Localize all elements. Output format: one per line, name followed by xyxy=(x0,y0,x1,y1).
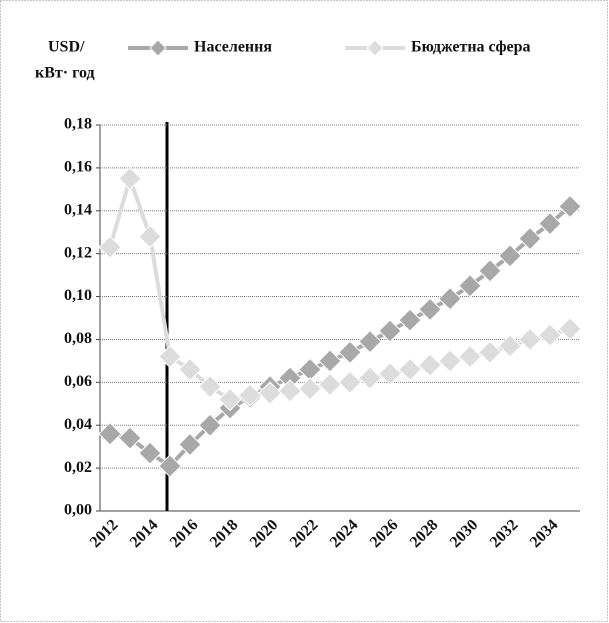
data-point xyxy=(198,374,222,399)
data-point xyxy=(398,308,422,332)
y-tick-label: 0,14 xyxy=(64,201,92,218)
data-point xyxy=(138,224,162,249)
data-point xyxy=(258,381,282,405)
x-tick-label: 2022 xyxy=(287,516,322,551)
data-point xyxy=(138,441,162,465)
data-point xyxy=(358,366,382,390)
y-tick-label: 0,10 xyxy=(64,287,92,304)
data-point xyxy=(158,454,182,478)
data-point xyxy=(318,349,342,373)
data-point xyxy=(478,259,502,283)
data-point xyxy=(438,286,462,311)
data-point xyxy=(318,372,342,397)
y-tick-label: 0,04 xyxy=(64,416,92,433)
data-point xyxy=(158,344,182,369)
data-point xyxy=(218,387,242,412)
y-tick-label: 0,18 xyxy=(64,116,92,133)
data-point xyxy=(178,357,202,382)
legend-label: Населення xyxy=(194,39,272,56)
data-point xyxy=(418,297,442,322)
data-point xyxy=(498,244,522,268)
data-point xyxy=(338,340,362,365)
data-point xyxy=(418,353,442,377)
y-tick-label: 0,12 xyxy=(64,244,92,261)
legend-marker xyxy=(366,39,384,57)
data-point xyxy=(558,317,582,341)
data-point xyxy=(478,340,502,365)
data-point xyxy=(378,319,402,343)
data-point xyxy=(458,344,482,369)
data-point xyxy=(298,377,322,401)
x-tick-label: 2034 xyxy=(527,516,562,551)
y-tick-label: 0,02 xyxy=(64,459,92,476)
x-tick-label: 2030 xyxy=(447,516,482,551)
series-line xyxy=(108,172,571,402)
data-point xyxy=(118,426,142,450)
data-point xyxy=(538,323,562,347)
data-point xyxy=(518,327,542,352)
y-tick-label: 0,08 xyxy=(64,330,92,347)
data-point xyxy=(238,383,262,407)
y-tick-label: 0,16 xyxy=(64,159,92,176)
x-tick-label: 2014 xyxy=(127,516,162,551)
data-point xyxy=(98,235,122,259)
data-point xyxy=(398,357,422,382)
data-point xyxy=(438,349,462,373)
y-axis-label: кВт· год xyxy=(35,65,95,82)
y-tick-label: 0,06 xyxy=(64,373,92,390)
data-point xyxy=(378,362,402,386)
data-point xyxy=(118,166,142,191)
x-tick-label: 2026 xyxy=(367,516,402,551)
data-point xyxy=(498,334,522,358)
y-axis-label: USD/ xyxy=(48,39,85,56)
x-tick-label: 2018 xyxy=(207,516,242,551)
x-tick-label: 2028 xyxy=(407,516,442,551)
x-tick-label: 2020 xyxy=(247,516,282,551)
data-point xyxy=(538,211,562,236)
legend-marker xyxy=(149,39,167,57)
x-tick-label: 2012 xyxy=(87,516,122,551)
x-tick-label: 2016 xyxy=(167,516,202,551)
legend-label: Бюджетна сфера xyxy=(411,39,531,56)
data-point xyxy=(518,226,542,251)
data-point xyxy=(278,379,302,403)
y-tick-label: 0,00 xyxy=(64,502,92,519)
series-line xyxy=(109,204,572,469)
data-point xyxy=(338,370,362,395)
x-tick-label: 2032 xyxy=(487,516,522,551)
data-point xyxy=(98,422,122,446)
data-point xyxy=(178,432,202,457)
data-point xyxy=(358,329,382,354)
data-point xyxy=(198,413,222,437)
x-tick-label: 2024 xyxy=(327,516,362,551)
data-point xyxy=(458,274,482,298)
data-point xyxy=(558,194,582,219)
